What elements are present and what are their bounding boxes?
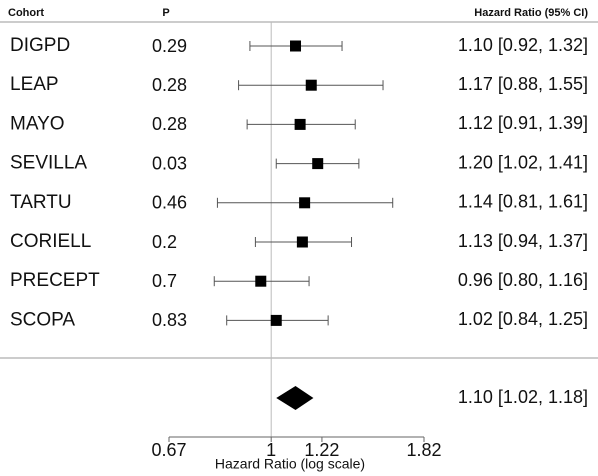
estimate-label: 1.02 [0.84, 1.25]	[458, 309, 588, 329]
p-value: 0.83	[152, 310, 187, 330]
header-estimate: Hazard Ratio (95% CI)	[474, 7, 588, 19]
cohort-label: SEVILLA	[10, 153, 87, 174]
cohort-label: MAYO	[10, 113, 65, 134]
estimate-label: 1.14 [0.81, 1.61]	[458, 192, 588, 212]
cohort-label: SCOPA	[10, 309, 75, 330]
estimate-label: 0.96 [0.80, 1.16]	[458, 270, 588, 290]
summary-diamond	[276, 386, 314, 410]
estimate-box	[305, 79, 317, 91]
x-axis-label: Hazard Ratio (log scale)	[215, 456, 365, 472]
cohort-label: PRECEPT	[10, 270, 100, 291]
cohort-label: DIGPD	[10, 35, 70, 56]
estimate-label: 1.20 [1.02, 1.41]	[458, 152, 588, 172]
p-value: 0.2	[152, 232, 177, 252]
estimate-label: 1.13 [0.94, 1.37]	[458, 231, 588, 251]
p-value: 0.03	[152, 153, 187, 173]
header-p: P	[162, 7, 169, 19]
p-value: 0.7	[152, 271, 177, 291]
p-value: 0.28	[152, 114, 187, 134]
x-tick-label: 1	[266, 440, 276, 460]
header-cohort: Cohort	[8, 7, 44, 19]
estimate-box	[312, 158, 324, 170]
cohort-label: CORIELL	[10, 231, 91, 252]
estimate-box	[290, 40, 302, 52]
estimate-label: 1.10 [0.92, 1.32]	[458, 35, 588, 55]
x-tick-label: 0.67	[151, 440, 186, 460]
p-value: 0.46	[152, 193, 187, 213]
x-tick-label: 1.82	[406, 440, 441, 460]
estimate-box	[299, 197, 311, 209]
estimate-box	[270, 314, 282, 326]
p-value: 0.28	[152, 75, 187, 95]
estimate-box	[255, 275, 267, 287]
estimate-box	[296, 236, 308, 248]
estimate-label: 1.17 [0.88, 1.55]	[458, 74, 588, 94]
cohort-label: LEAP	[10, 74, 59, 95]
estimate-label: 1.12 [0.91, 1.39]	[458, 113, 588, 133]
estimate-box	[294, 118, 306, 130]
p-value: 0.29	[152, 36, 187, 56]
x-tick-label: 1.22	[304, 440, 339, 460]
summary-label: 1.10 [1.02, 1.18]	[458, 387, 588, 407]
cohort-label: TARTU	[10, 192, 72, 213]
